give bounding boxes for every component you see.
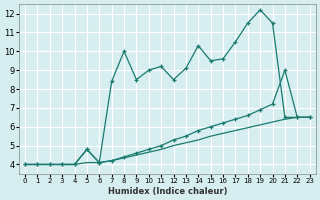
X-axis label: Humidex (Indice chaleur): Humidex (Indice chaleur) <box>108 187 227 196</box>
